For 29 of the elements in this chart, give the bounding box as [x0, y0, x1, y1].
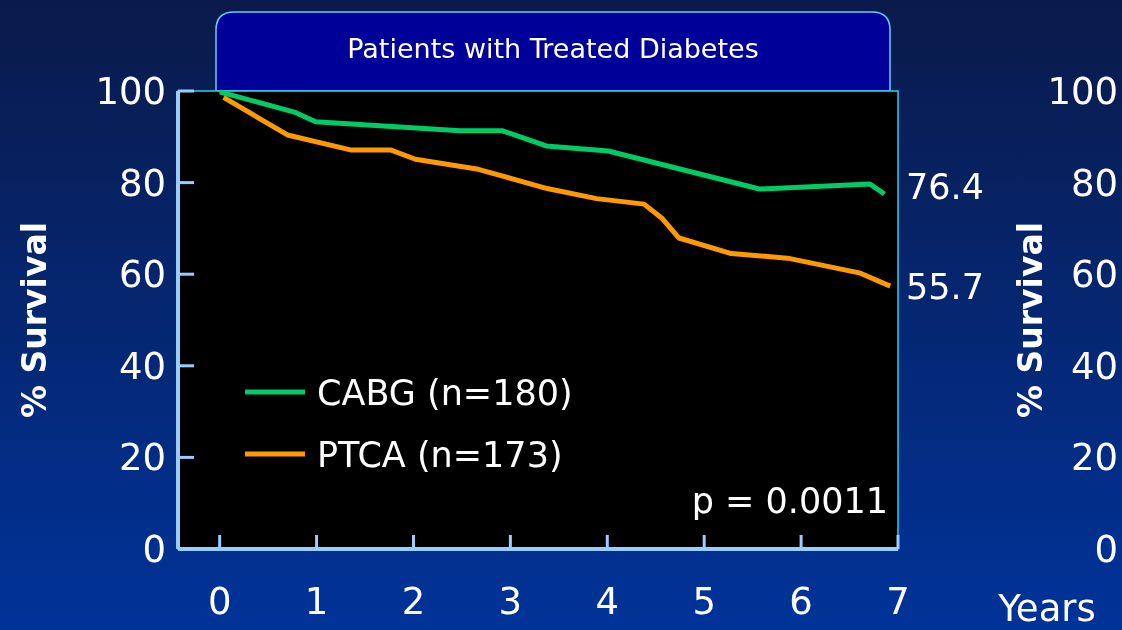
legend-label: PTCA (n=173) [317, 435, 563, 475]
x-tick-label: 2 [401, 580, 426, 623]
legend-label: CABG (n=180) [317, 373, 573, 413]
annotation: p = 0.0011 [691, 481, 888, 521]
y2-tick-label: 60 [1070, 253, 1118, 297]
x-axis-title: Years [997, 587, 1096, 630]
y2-tick-label: 40 [1070, 344, 1118, 388]
text: 76.4 [906, 167, 984, 208]
x-tick-label: 4 [595, 580, 620, 623]
y-axis-title: % Survival [15, 221, 54, 419]
y2-tick-label: 80 [1070, 161, 1118, 205]
chart-title: Patients with Treated Diabetes [347, 33, 759, 64]
y2-axis-title: % Survival [1011, 221, 1050, 419]
x-tick-label: 1 [304, 580, 329, 623]
y-tick-label: 100 [95, 70, 166, 113]
y-tick-label: 20 [118, 436, 166, 480]
x-tick-label: 6 [789, 580, 813, 623]
text: 55.7 [906, 267, 984, 308]
y2-tick-label: 20 [1070, 436, 1118, 480]
y-tick-label: 60 [118, 253, 166, 297]
x-tick-label: 7 [886, 580, 910, 623]
y-tick-label: 40 [118, 344, 166, 388]
y-tick-label: 0 [142, 528, 166, 571]
y-tick-label: 80 [118, 161, 166, 205]
y2-tick-label: 100 [1047, 70, 1118, 113]
x-tick-label: 3 [498, 580, 523, 623]
x-tick-label: 0 [207, 580, 232, 623]
y2-tick-label: 0 [1094, 528, 1118, 571]
x-tick-label: 5 [692, 580, 716, 623]
